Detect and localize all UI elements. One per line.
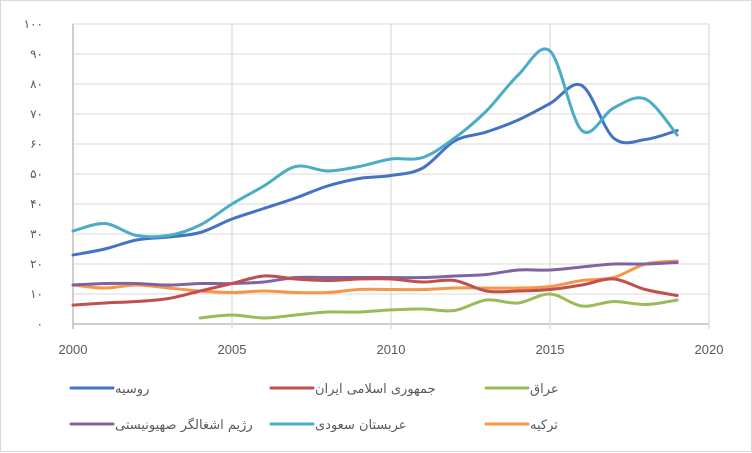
y-tick-label: ۲۰ [30,257,43,271]
y-tick-label: ۷۰ [30,107,43,121]
legend-item: عربستان سعودی [269,418,407,433]
series-line [71,274,679,307]
x-tick-label: 2010 [377,342,406,357]
legend-item: عراق [484,382,559,397]
legend-item: رژیم اشغالگر صهیونیستی [69,417,253,433]
legend-item: جمهوری اسلامی ایران [269,382,436,397]
y-axis-ticks: ۰ ۱۰ ۲۰ ۳۰ ۴۰ ۵۰ ۶۰ ۷۰ ۸۰ ۹۰ ۱۰۰ [24,17,43,331]
legend-label: روسیه [115,382,149,397]
legend: روسیه جمهوری اسلامی ایران عراق رژیم اشغالگر… [69,382,559,433]
series-lines [71,47,679,320]
y-tick-label: ۹۰ [30,47,43,61]
y-tick-label: ۱۰۰ [24,17,43,31]
series-line [71,261,679,287]
legend-item: روسیه [69,382,149,397]
x-tick-label: 2000 [59,342,88,357]
legend-label: عربستان سعودی [315,418,407,433]
legend-label: رژیم اشغالگر صهیونیستی [115,417,253,433]
series-line [71,82,679,257]
y-tick-label: ۶۰ [30,137,43,151]
x-tick-label: 2005 [218,342,247,357]
y-tick-label: ۱۰ [30,287,43,301]
series-line [198,292,679,320]
legend-label: جمهوری اسلامی ایران [315,382,436,397]
series-line [71,259,679,295]
y-tick-label: ۸۰ [30,77,43,91]
y-tick-label: ۳۰ [30,227,43,241]
y-tick-label: ۰ [37,317,43,331]
y-tick-label: ۴۰ [30,197,43,211]
legend-label: ترکیه [530,418,558,433]
legend-item: ترکیه [484,418,558,433]
x-tick-label: 2020 [695,342,724,357]
y-tick-label: ۵۰ [30,167,43,181]
series-line [71,47,679,239]
x-axis-ticks: 2000 2005 2010 2015 2020 [59,342,724,357]
legend-label: عراق [530,382,559,397]
x-tick-label: 2015 [536,342,565,357]
